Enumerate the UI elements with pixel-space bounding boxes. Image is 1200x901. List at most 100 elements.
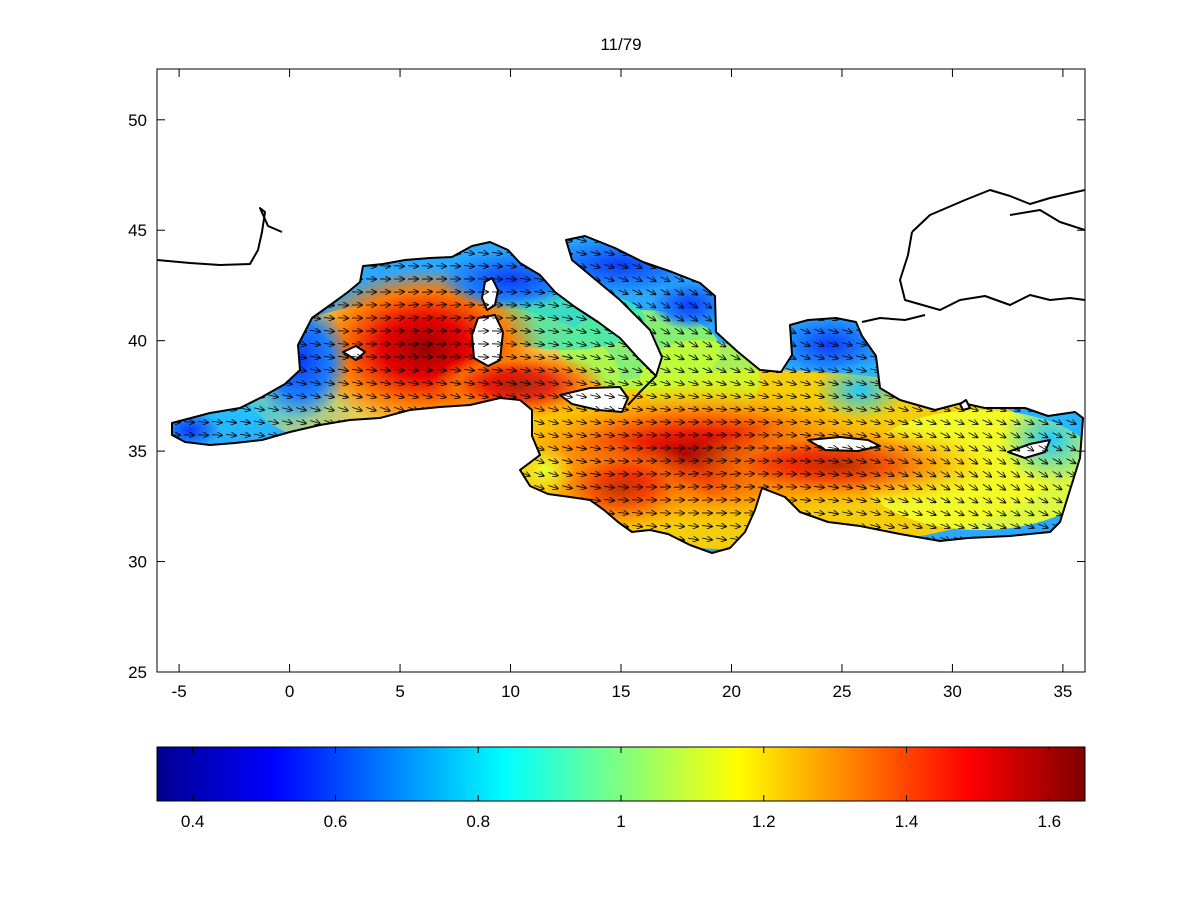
wind-arrow bbox=[562, 343, 572, 345]
wind-arrow bbox=[870, 395, 880, 398]
wind-arrow bbox=[310, 420, 320, 423]
wind-arrow bbox=[239, 434, 250, 435]
wind-arrow bbox=[225, 421, 236, 422]
wind-arrow bbox=[702, 301, 711, 308]
wind-arrow bbox=[996, 457, 1005, 464]
wind-arrow bbox=[673, 461, 684, 462]
wind-arrow bbox=[603, 434, 614, 435]
wind-arrow bbox=[954, 458, 963, 463]
wind-arrow bbox=[548, 382, 558, 384]
wind-arrow bbox=[1038, 484, 1048, 489]
wind-arrow bbox=[715, 408, 726, 409]
wind-arrow bbox=[673, 525, 684, 526]
wind-arrow bbox=[842, 356, 852, 359]
wind-arrow bbox=[421, 370, 432, 371]
wind-arrow bbox=[534, 420, 544, 423]
wind-arrow bbox=[240, 421, 250, 423]
wind-arrow bbox=[800, 368, 809, 371]
wind-arrow bbox=[435, 331, 446, 332]
wind-arrow bbox=[519, 278, 530, 279]
wind-arrow bbox=[576, 369, 586, 372]
wind-arrow bbox=[421, 331, 432, 332]
y-tick-label: 40 bbox=[128, 332, 147, 351]
wind-arrow bbox=[813, 512, 824, 514]
wind-arrow bbox=[351, 357, 362, 358]
wind-arrow bbox=[576, 356, 586, 359]
wind-arrow bbox=[716, 368, 725, 372]
colorbar-ticks: 0.4 0.6 0.8 1 1.2 1.4 1.6 bbox=[181, 747, 1061, 831]
wind-arrow bbox=[1010, 470, 1019, 477]
wind-arrow bbox=[519, 292, 530, 293]
wind-arrow bbox=[827, 473, 838, 475]
wind-arrow bbox=[365, 369, 376, 370]
wind-arrow bbox=[954, 511, 964, 515]
wind-arrow bbox=[940, 420, 949, 424]
wind-arrow bbox=[785, 421, 796, 422]
wind-arrow bbox=[716, 395, 726, 397]
wind-arrow bbox=[954, 470, 963, 476]
wind-arrow bbox=[799, 461, 810, 462]
wind-arrow bbox=[450, 395, 460, 398]
wind-arrow bbox=[884, 485, 893, 489]
wind-arrow bbox=[940, 537, 950, 540]
wind-arrow bbox=[996, 470, 1005, 477]
wind-arrow bbox=[729, 487, 740, 488]
wind-arrow bbox=[548, 330, 558, 332]
wind-arrow bbox=[982, 497, 992, 502]
wind-arrow bbox=[393, 331, 404, 332]
wind-arrow bbox=[463, 305, 474, 306]
wind-arrow bbox=[1052, 445, 1062, 451]
wind-arrow bbox=[310, 356, 320, 358]
wind-arrow bbox=[715, 487, 726, 488]
wind-arrow bbox=[688, 395, 698, 397]
wind-arrow bbox=[450, 382, 460, 384]
wind-arrow bbox=[590, 369, 600, 372]
wind-arrow bbox=[912, 524, 921, 527]
wind-arrow bbox=[618, 277, 627, 281]
wind-arrow bbox=[702, 314, 711, 321]
wind-arrow bbox=[576, 434, 586, 436]
wind-arrow bbox=[576, 252, 586, 255]
wind-arrow bbox=[870, 485, 880, 488]
wind-arrow bbox=[394, 395, 404, 398]
wind-arrow bbox=[1024, 524, 1033, 528]
wind-arrow bbox=[1010, 445, 1019, 450]
wind-arrow bbox=[632, 368, 641, 371]
wind-arrow bbox=[799, 512, 810, 513]
wind-arrow bbox=[856, 512, 866, 515]
wind-arrow bbox=[786, 395, 796, 397]
wind-arrow bbox=[422, 395, 432, 398]
wind-arrow bbox=[310, 382, 320, 384]
wind-arrow bbox=[632, 277, 641, 281]
wind-arrow bbox=[842, 460, 852, 462]
wind-arrow bbox=[1010, 483, 1019, 489]
wind-arrow bbox=[603, 473, 614, 474]
wind-arrow bbox=[562, 304, 572, 306]
wind-arrow bbox=[996, 432, 1006, 438]
wind-arrow bbox=[548, 395, 558, 398]
wind-arrow bbox=[366, 395, 376, 398]
wind-arrow bbox=[660, 302, 670, 307]
wind-arrow bbox=[884, 459, 893, 463]
wind-arrow bbox=[898, 446, 907, 450]
wind-arrow bbox=[296, 395, 306, 398]
wind-arrow bbox=[842, 499, 852, 501]
wind-arrow bbox=[968, 445, 978, 450]
wind-arrow bbox=[323, 343, 334, 344]
wind-arrow bbox=[478, 382, 488, 384]
wind-arrow bbox=[659, 525, 670, 526]
wind-arrow bbox=[842, 343, 852, 346]
wind-arrow bbox=[799, 421, 810, 422]
wind-arrow bbox=[310, 408, 320, 411]
wind-arrow bbox=[618, 408, 628, 410]
y-tick-label: 45 bbox=[128, 221, 147, 240]
wind-arrow bbox=[659, 422, 670, 423]
wind-arrow bbox=[701, 461, 712, 462]
wind-arrow bbox=[701, 408, 712, 409]
wind-arrow bbox=[1052, 433, 1062, 437]
wind-arrow bbox=[576, 473, 586, 475]
wind-arrow bbox=[435, 266, 446, 267]
wind-arrow bbox=[590, 486, 600, 488]
colorbar-tick-label: 1.6 bbox=[1037, 812, 1061, 831]
wind-arrow bbox=[393, 318, 404, 319]
